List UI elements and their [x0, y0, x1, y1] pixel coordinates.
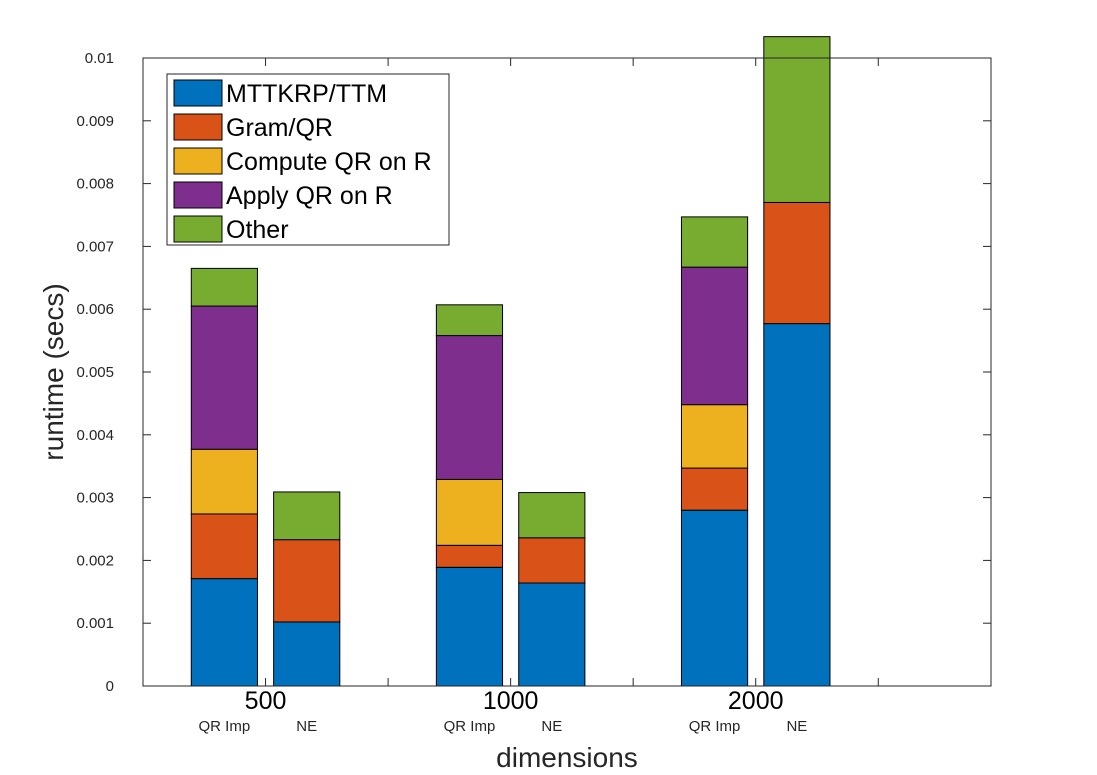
- x-axis-label: dimensions: [496, 742, 638, 773]
- bar-segment-2000-QR-Imp-s3: [680, 266, 749, 406]
- y-tick-label: 0.005: [76, 364, 114, 381]
- bar-segment-1000-QR-Imp-s3: [435, 335, 504, 480]
- y-tick-label: 0.008: [76, 176, 114, 193]
- y-tick-label: 0.003: [76, 490, 114, 507]
- legend-swatch: [173, 181, 223, 209]
- y-tick-label: 0: [106, 678, 114, 695]
- bar-segment-500-QR-Imp-s0: [190, 578, 258, 687]
- bar-sublabel: QR Imp: [199, 718, 251, 735]
- bar-segment-2000-NE-s1: [763, 201, 831, 325]
- legend-swatch: [173, 215, 223, 243]
- bar-segment-500-NE-s1: [273, 539, 341, 623]
- legend-entry: Gram/QR: [226, 114, 333, 142]
- bar-segment-1000-QR-Imp-s1: [435, 544, 504, 568]
- bar-segment-2000-QR-Imp-s2: [680, 404, 749, 469]
- legend-entry: Apply QR on R: [226, 182, 393, 210]
- bar-segment-500-NE-s4: [273, 491, 341, 541]
- legend-swatch: [173, 79, 223, 107]
- legend-entry: Other: [226, 216, 289, 244]
- axes-layer: 0 0.001 0.002 0.003 0.004 0.005 0.006 0.007 0.00…: [76, 50, 992, 695]
- bar-segment-500-QR-Imp-s2: [190, 448, 258, 515]
- bar-segment-500-NE-s0: [273, 621, 341, 687]
- bar-segment-2000-QR-Imp-s0: [680, 509, 749, 687]
- bar-sublabel: NE: [541, 718, 562, 735]
- bar-segment-1000-NE-s4: [518, 492, 586, 539]
- bar-sublabel: NE: [786, 718, 807, 735]
- bar-segment-1000-NE-s1: [518, 537, 586, 584]
- y-tick-label: 0.006: [76, 301, 114, 318]
- y-tick-label: 0.007: [76, 238, 114, 255]
- bar-segment-1000-QR-Imp-s0: [435, 566, 504, 687]
- y-tick-label: 0.001: [76, 615, 114, 632]
- legend-entry: Compute QR on R: [226, 148, 432, 176]
- bar-segment-500-QR-Imp-s1: [190, 513, 258, 580]
- bar-segment-2000-QR-Imp-s1: [680, 467, 749, 511]
- bar-segment-1000-QR-Imp-s4: [435, 304, 504, 337]
- y-axis-label: runtime (secs): [38, 283, 69, 460]
- bar-segment-2000-NE-s4: [763, 36, 831, 203]
- bar-segment-1000-NE-s0: [518, 582, 586, 687]
- x-tick-label: 2000: [728, 687, 784, 715]
- bar-sublabel: QR Imp: [689, 718, 741, 735]
- y-tick-label: 0.009: [76, 113, 114, 130]
- x-tick-label: 500: [245, 687, 287, 715]
- bar-segment-2000-QR-Imp-s4: [680, 216, 749, 268]
- y-tick-label: 0.004: [76, 427, 114, 444]
- bar-segment-2000-NE-s0: [763, 323, 831, 687]
- y-tick-label: 0.01: [85, 50, 114, 67]
- bar-segment-500-QR-Imp-s4: [190, 267, 258, 307]
- legend-swatch: [173, 147, 223, 175]
- x-tick-label: 1000: [483, 687, 539, 715]
- legend-swatch: [173, 113, 223, 141]
- legend-entry: MTTKRP/TTM: [226, 80, 387, 108]
- bar-segment-1000-QR-Imp-s2: [435, 478, 504, 546]
- bar-sublabel: QR Imp: [444, 718, 496, 735]
- bar-sublabel: NE: [296, 718, 317, 735]
- bar-segment-500-QR-Imp-s3: [190, 305, 258, 450]
- y-tick-label: 0.002: [76, 552, 114, 569]
- legend: MTTKRP/TTM Gram/QR Compute QR on R Apply QR…: [166, 73, 450, 246]
